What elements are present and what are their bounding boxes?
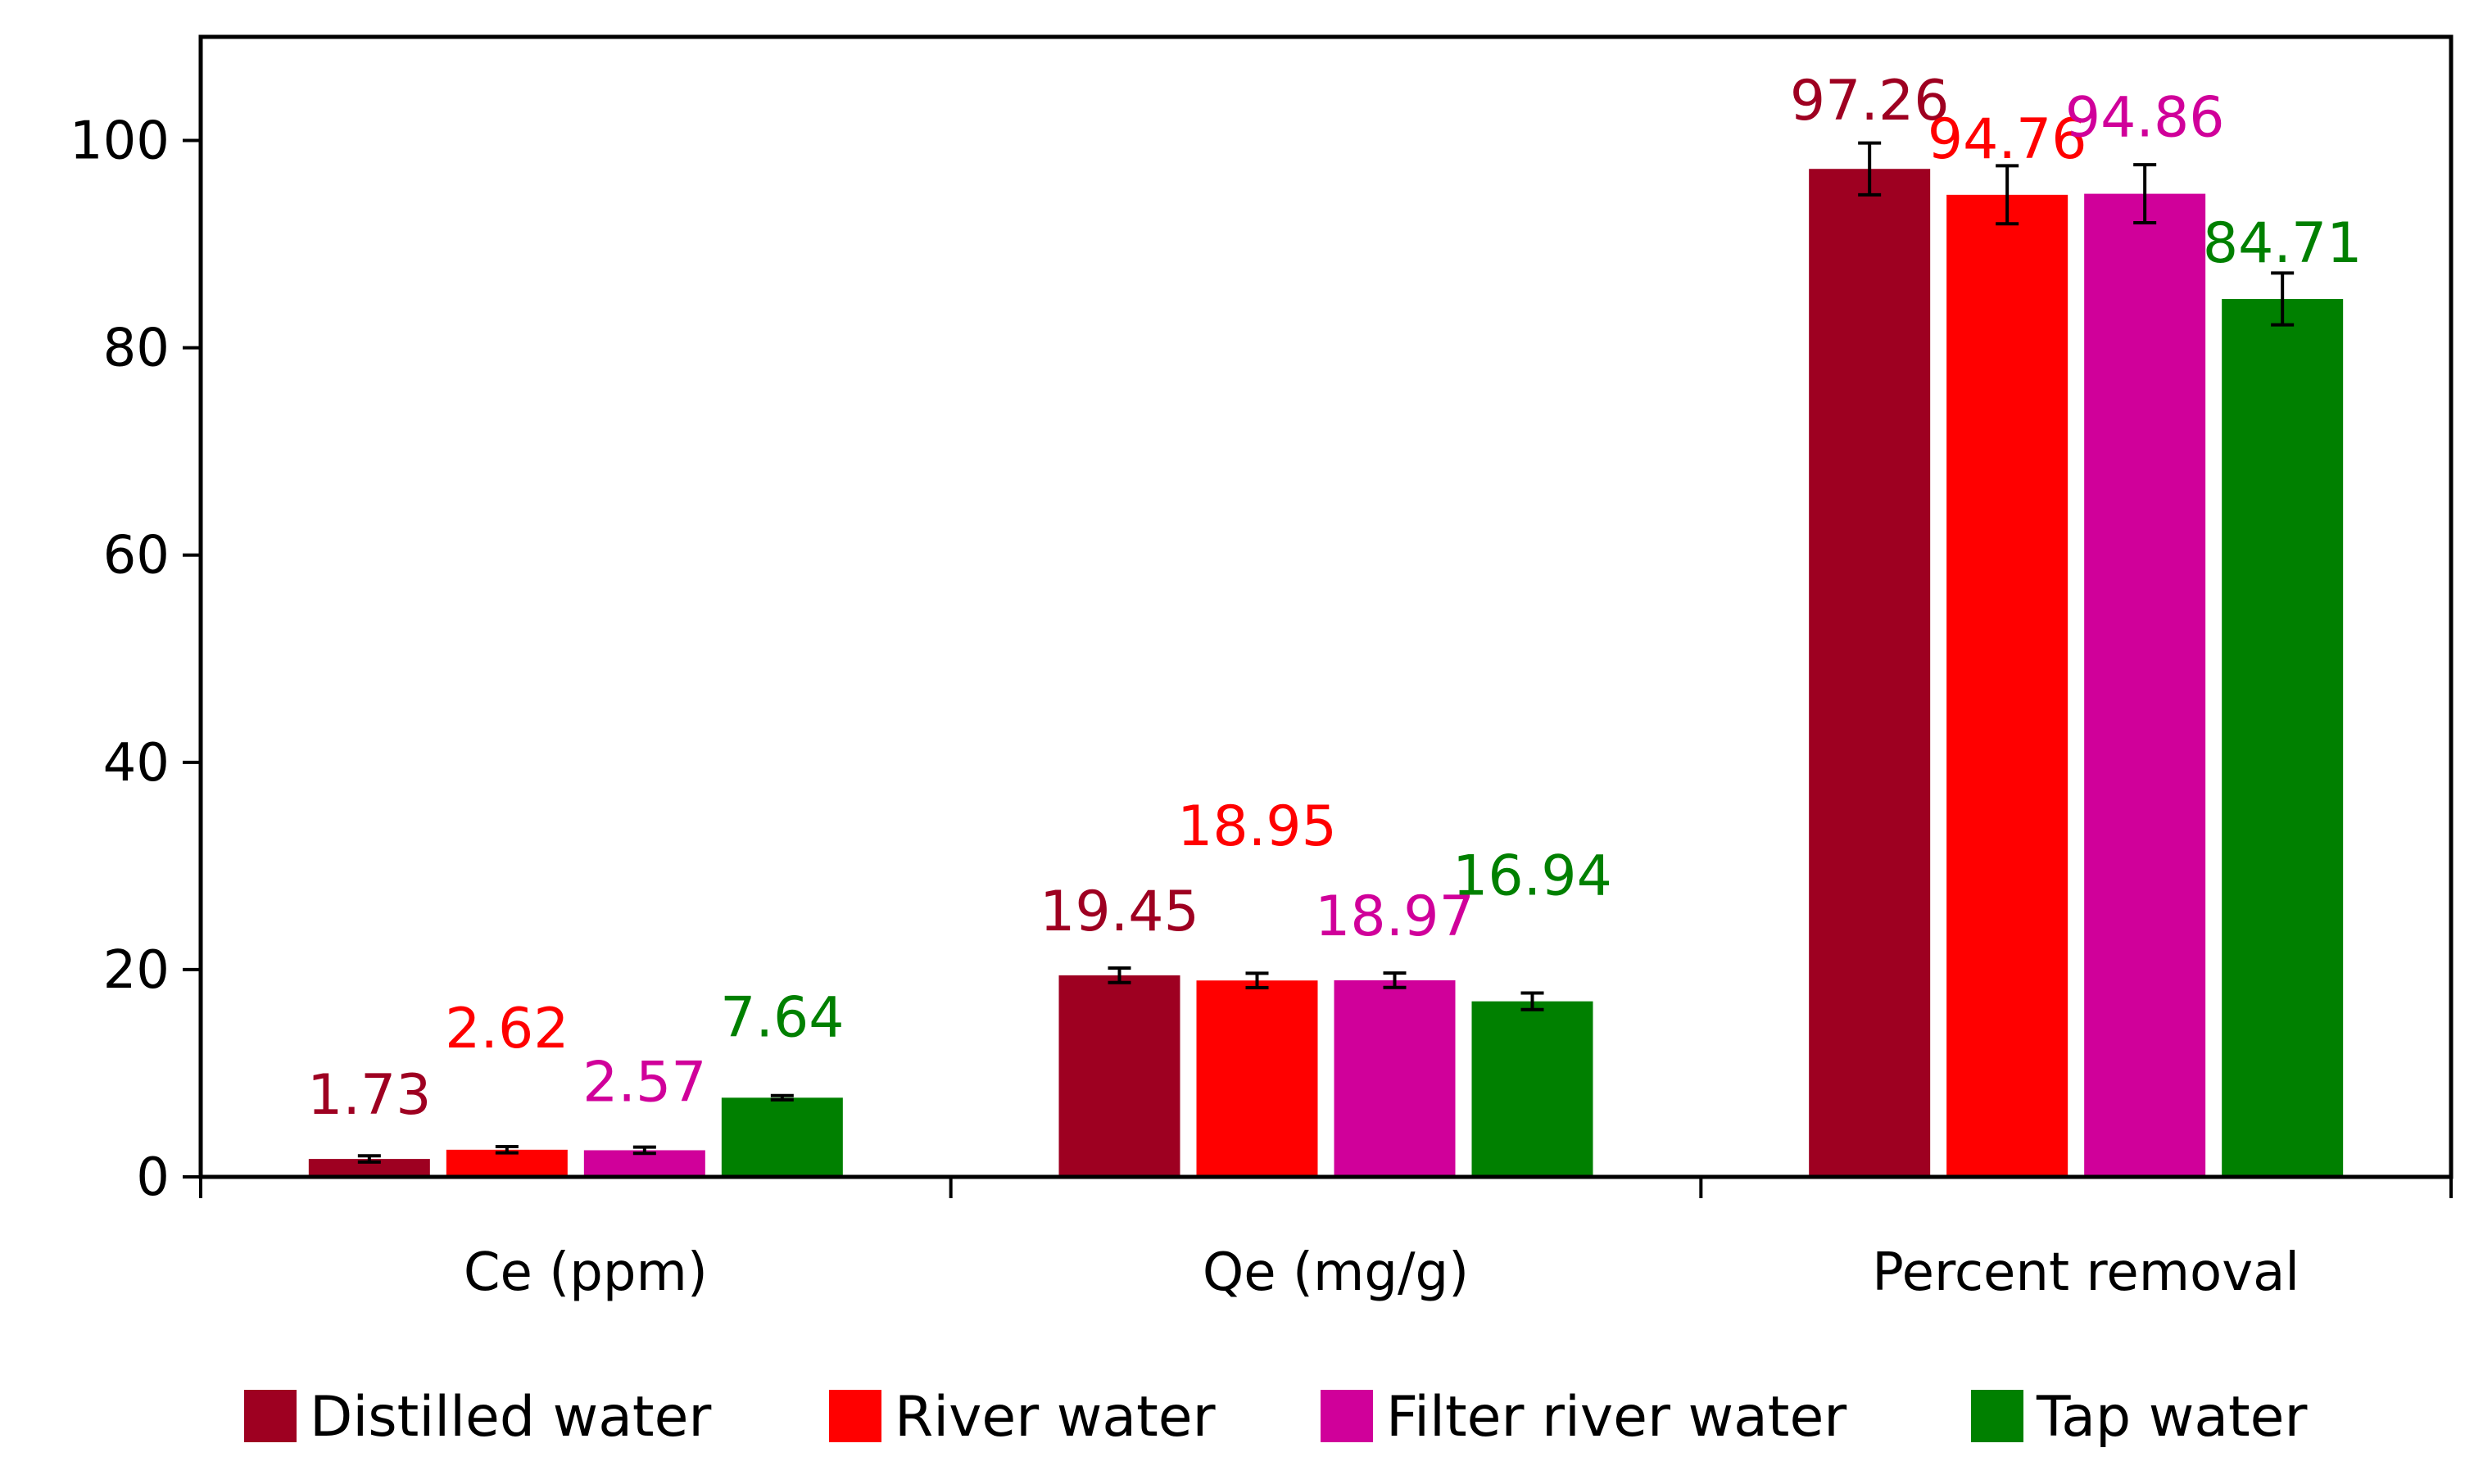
bars-layer (308, 169, 2344, 1178)
error-bars-layer (357, 141, 2295, 1164)
y-tick-label-4: 80 (103, 319, 170, 379)
legend-item-0: Distilled water (244, 1385, 711, 1450)
y-tick-label-5: 100 (70, 111, 170, 172)
axes-layer: Ce (ppm) Qe (mg/g) Percent removal 0 20 40 60 8… (70, 34, 2454, 1303)
error-bar-1-1 (1245, 971, 1269, 990)
bar-2-2 (2084, 193, 2206, 1177)
y-tick-label-0: 0 (136, 1147, 170, 1208)
legend-item-3: Tap water (1971, 1385, 2308, 1450)
error-bar-2-0 (632, 1145, 656, 1156)
legend-swatch-1 (829, 1390, 881, 1442)
legend-label-1: River water (895, 1385, 1216, 1450)
error-bar-2-2 (2133, 163, 2157, 225)
bar-1-2 (1946, 194, 2068, 1178)
bar-2-1 (1334, 980, 1456, 1177)
bar-0-2 (1809, 169, 1931, 1178)
data-label-0-2: 97.26 (1790, 69, 1950, 133)
y-tick-label-3: 60 (103, 526, 170, 586)
data-label-3-1: 16.94 (1452, 844, 1612, 909)
data-label-1-1: 18.95 (1177, 794, 1337, 859)
data-label-0-1: 19.45 (1040, 880, 1199, 944)
bar-1-1 (1196, 980, 1318, 1177)
data-label-2-0: 2.57 (582, 1050, 706, 1115)
bar-3-0 (721, 1097, 843, 1177)
y-tick-label-2: 40 (103, 733, 170, 794)
error-bar-0-2 (1858, 141, 1882, 197)
category-label-0: Ce (ppm) (464, 1242, 708, 1303)
y-tick-label-1: 20 (103, 940, 170, 1001)
legend-swatch-2 (1321, 1390, 1373, 1442)
bar-0-0 (308, 1159, 430, 1177)
legend-label-3: Tap water (2036, 1385, 2308, 1450)
legend-label-0: Distilled water (310, 1385, 711, 1450)
error-bar-3-1 (1520, 991, 1544, 1011)
data-label-3-0: 7.64 (720, 985, 844, 1050)
error-bar-1-0 (495, 1145, 519, 1155)
legend-swatch-3 (1971, 1390, 2023, 1442)
legend-label-2: Filter river water (1386, 1385, 1846, 1450)
legend-item-2: Filter river water (1321, 1385, 1846, 1450)
legend-item-1: River water (829, 1385, 1216, 1450)
category-label-2: Percent removal (1872, 1242, 2300, 1303)
error-bar-0-1 (1108, 966, 1131, 984)
data-label-1-2: 94.76 (1928, 107, 2087, 172)
data-label-3-2: 84.71 (2203, 211, 2363, 276)
error-bar-3-2 (2271, 271, 2295, 327)
bar-3-2 (2222, 299, 2344, 1177)
data-label-2-2: 94.86 (2065, 86, 2225, 151)
legend-swatch-0 (244, 1390, 297, 1442)
bar-3-1 (1471, 1001, 1593, 1177)
bar-0-1 (1058, 975, 1180, 1177)
data-label-0-0: 1.73 (307, 1063, 431, 1128)
plot-border (198, 34, 2454, 1179)
error-bar-2-1 (1383, 971, 1407, 989)
legend: Distilled water River water Filter river w… (244, 1385, 2308, 1450)
error-bar-3-0 (770, 1093, 794, 1102)
data-label-2-1: 18.97 (1315, 885, 1475, 949)
category-label-1: Qe (mg/g) (1203, 1242, 1469, 1303)
error-bar-1-2 (1996, 164, 2019, 226)
data-label-1-0: 2.62 (445, 997, 569, 1061)
error-bar-0-0 (357, 1154, 381, 1164)
